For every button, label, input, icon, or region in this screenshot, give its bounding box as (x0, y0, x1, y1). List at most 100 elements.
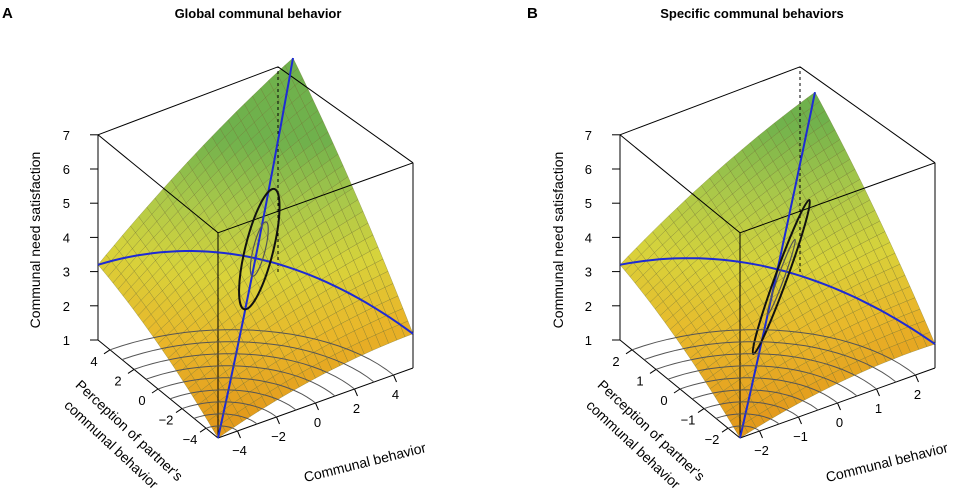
x-tick-label: 0 (314, 415, 321, 430)
z-tick-label: 6 (63, 162, 70, 177)
x-tick-label: −4 (232, 443, 247, 458)
surface-lines-a (97, 57, 414, 439)
y-tick-mark (697, 408, 705, 414)
z-tick-labels-b: 1 2 3 4 5 6 7 (585, 128, 620, 348)
z-tick-label: 7 (63, 128, 70, 143)
x-tick-label: −2 (754, 443, 769, 458)
x-tick-mark (276, 416, 280, 425)
z-tick-label: 6 (585, 162, 592, 177)
y-tick-label: 1 (636, 373, 643, 388)
floor-contour-line (703, 401, 799, 418)
panel-letter-a: A (2, 5, 13, 22)
z-tick-label: 1 (585, 333, 592, 348)
z-tick-labels-a: 1 2 3 4 5 6 7 (63, 128, 98, 348)
z-axis-label-b: Communal need satisfaction (550, 152, 566, 329)
x-tick-label: 1 (875, 401, 882, 416)
y-tick-label: −1 (681, 413, 696, 428)
floor-contours-a (109, 329, 394, 432)
z-tick-label: 4 (63, 230, 70, 245)
box-edge-top-back-left (619, 66, 801, 136)
y-tick-label: −2 (159, 413, 174, 428)
box-edge-top-back-right (277, 66, 414, 164)
z-tick-label: 4 (585, 230, 592, 245)
x-tick-mark (837, 402, 841, 411)
x-tick-labels-b: −2 −1 0 1 2 (754, 374, 921, 458)
line-of-incongruence (97, 250, 414, 335)
y-tick-mark (199, 427, 207, 433)
x-tick-label: −2 (271, 429, 286, 444)
z-tick-label: 7 (585, 128, 592, 143)
box-edge-top-front-right (217, 162, 414, 234)
y-tick-labels-a: 4 2 0 −2 −4 (90, 349, 207, 447)
y-tick-label: 4 (90, 354, 97, 369)
floor-contour-line (121, 341, 375, 383)
floor-contour-line (631, 329, 916, 376)
y-tick-label: −2 (705, 432, 720, 447)
panel-a: A Global communal behavior 1 2 3 4 5 6 7 4 2 0 −2… (2, 5, 428, 492)
x-tick-label: 2 (914, 387, 921, 402)
x-tick-label: 2 (353, 401, 360, 416)
box-edge-top-front-left (619, 134, 741, 234)
x-tick-mark (759, 430, 763, 439)
y-tick-mark (673, 388, 681, 394)
y-tick-mark (127, 368, 135, 374)
box-edge-top-back-right (799, 66, 936, 164)
y-tick-label: 2 (612, 354, 619, 369)
x-tick-mark (237, 430, 241, 439)
panel-letter-b: B (527, 5, 538, 22)
x-axis-label-a: Communal behavior (302, 439, 428, 485)
floor-contour-line (667, 365, 858, 397)
x-tick-mark (315, 402, 319, 411)
z-tick-label: 5 (585, 196, 592, 211)
floor-contour-line (691, 389, 819, 411)
box-edge-top-front-right (739, 162, 936, 234)
floor-contour-line (727, 425, 760, 432)
y-tick-labels-b: 2 1 0 −1 −2 (612, 349, 729, 447)
x-tick-mark (876, 388, 880, 397)
y-tick-mark (103, 349, 111, 355)
z-tick-label: 1 (63, 333, 70, 348)
confidence-region-outer (238, 187, 281, 311)
z-tick-label: 5 (63, 196, 70, 211)
z-tick-label: 3 (63, 265, 70, 280)
floor-contour-line (109, 329, 394, 376)
panel-title-b: Specific communal behaviors (660, 6, 844, 21)
floor-contour-line (655, 353, 877, 390)
y-tick-label: 2 (114, 373, 121, 388)
floor-contour-line (643, 341, 897, 383)
z-tick-label: 3 (585, 265, 592, 280)
y-tick-mark (649, 368, 657, 374)
x-tick-mark (798, 416, 802, 425)
floor-contour-line (679, 377, 838, 404)
floor-contour-line (157, 377, 316, 404)
floor-contour-line (181, 401, 277, 418)
x-tick-label: −1 (793, 429, 808, 444)
box-edge-top-front-left (97, 134, 219, 234)
floor-contours-b (631, 329, 916, 432)
x-tick-label: 4 (392, 387, 399, 402)
z-tick-label: 2 (585, 299, 592, 314)
x-tick-labels-a: −4 −2 0 2 4 (232, 374, 399, 458)
floor-contour-line (205, 425, 238, 432)
x-tick-mark (354, 388, 358, 397)
z-axis-label-a: Communal need satisfaction (27, 152, 43, 329)
z-tick-label: 2 (63, 299, 70, 314)
box-edge-top-back-left (97, 66, 279, 136)
y-tick-label: 0 (138, 393, 145, 408)
x-axis-label-b: Communal behavior (824, 439, 950, 485)
x-tick-mark (915, 374, 919, 383)
y-tick-mark (721, 427, 729, 433)
floor-contour-line (133, 353, 355, 390)
y-tick-mark (625, 349, 633, 355)
confidence-region-inner (766, 238, 796, 316)
confidence-region-inner (249, 221, 269, 277)
x-tick-mark (393, 374, 397, 383)
x-tick-label: 0 (836, 415, 843, 430)
y-tick-mark (175, 408, 183, 414)
y-tick-mark (151, 388, 159, 394)
floor-contour-line (145, 365, 336, 397)
y-tick-label: 0 (660, 393, 667, 408)
y-tick-label: −4 (183, 432, 198, 447)
